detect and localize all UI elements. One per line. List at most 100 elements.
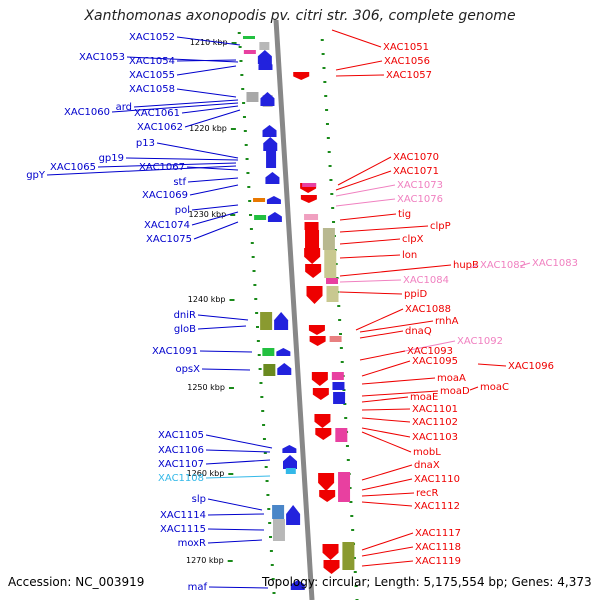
gene-arrow-forward bbox=[267, 212, 282, 222]
right-dot-column bbox=[320, 39, 359, 600]
scale-dot bbox=[249, 214, 253, 216]
gene-label: XAC1114 bbox=[160, 510, 206, 521]
label-leader-line bbox=[335, 184, 396, 197]
scale-label: 1250 kbp bbox=[187, 383, 225, 392]
gene-arrow-forward bbox=[282, 445, 297, 453]
gene-label: maf bbox=[188, 582, 208, 593]
gene-arrow-reverse bbox=[318, 473, 335, 491]
gene-block bbox=[304, 214, 319, 220]
gene-label: XAC1107 bbox=[158, 459, 204, 470]
gene-label: XAC1108 bbox=[158, 473, 204, 484]
gene-arrow-reverse bbox=[308, 325, 325, 335]
gene-label: ard bbox=[116, 102, 132, 113]
label-leader-line bbox=[176, 36, 241, 46]
label-leader-line bbox=[361, 360, 411, 377]
label-leader-line bbox=[359, 330, 404, 339]
scale-dot bbox=[256, 340, 260, 342]
label-leader-line bbox=[186, 166, 239, 171]
gene-block bbox=[331, 372, 344, 380]
label-leader-line bbox=[337, 156, 392, 186]
gene-label: XAC1091 bbox=[152, 346, 198, 357]
scale-dot bbox=[238, 46, 242, 48]
gene-block bbox=[259, 42, 270, 50]
gene-label: stf bbox=[173, 177, 186, 188]
scale-tick bbox=[227, 560, 233, 562]
scale-dot bbox=[243, 130, 247, 132]
label-leader-line bbox=[189, 184, 239, 196]
gene-arrow-forward bbox=[276, 348, 291, 356]
scale-dot bbox=[344, 417, 348, 419]
scale-dot bbox=[250, 242, 254, 244]
scale-dot bbox=[320, 39, 324, 41]
gene-arrow-reverse bbox=[300, 195, 317, 203]
gene-label: XAC1103 bbox=[412, 432, 458, 443]
scale-dot bbox=[247, 186, 251, 188]
scale-dot bbox=[331, 207, 335, 209]
scale-dot bbox=[350, 515, 354, 517]
label-leader-line bbox=[361, 478, 413, 491]
gene-block bbox=[266, 150, 277, 168]
scale-label: 1240 kbp bbox=[188, 295, 226, 304]
gene-block bbox=[243, 50, 256, 54]
scale-dot bbox=[260, 396, 264, 398]
gene-label: XAC1084 bbox=[403, 275, 449, 286]
label-leader-line bbox=[176, 88, 237, 98]
label-leader-line bbox=[193, 221, 239, 240]
left-dot-column bbox=[237, 32, 276, 594]
scale-dot bbox=[349, 501, 353, 503]
scale-dot bbox=[264, 466, 268, 468]
label-leader-line bbox=[339, 213, 397, 221]
label-leader-line bbox=[205, 475, 271, 479]
gene-arrow-forward bbox=[257, 50, 272, 64]
scale-dot bbox=[269, 536, 273, 538]
gene-label: tig bbox=[398, 209, 411, 220]
gene-label: XAC1058 bbox=[129, 84, 175, 95]
gene-label: XAC1092 bbox=[457, 336, 503, 347]
gene-label: XAC1069 bbox=[142, 190, 188, 201]
label-leader-line bbox=[361, 501, 413, 507]
gene-label: XAC1060 bbox=[64, 107, 110, 118]
gene-arrow-forward bbox=[262, 125, 277, 137]
gene-block bbox=[304, 222, 319, 230]
gene-arrow-reverse bbox=[319, 490, 336, 502]
gene-label: XAC1115 bbox=[160, 524, 206, 535]
scale-dot bbox=[329, 179, 333, 181]
scale-label: 1270 kbp bbox=[186, 556, 224, 565]
scale-dot bbox=[337, 305, 341, 307]
label-leader-line bbox=[207, 513, 265, 516]
scale-dot bbox=[338, 319, 342, 321]
label-leader-line bbox=[205, 459, 271, 465]
label-leader-line bbox=[97, 162, 237, 168]
scale-dot bbox=[325, 109, 329, 111]
gene-arrow-forward bbox=[290, 580, 305, 590]
gene-label: XAC1110 bbox=[414, 474, 460, 485]
topology-text: Topology: circular; Length: 5,175,554 bp… bbox=[262, 575, 592, 589]
gene-label: XAC1118 bbox=[415, 542, 461, 553]
scale-dot bbox=[354, 585, 358, 587]
gene-label: ppiD bbox=[404, 289, 427, 300]
scale-dot bbox=[340, 361, 344, 363]
gene-label: dnaX bbox=[414, 460, 440, 471]
gene-label: recR bbox=[416, 488, 439, 499]
label-leader-line bbox=[176, 59, 237, 62]
label-leader-line bbox=[361, 532, 414, 551]
label-leader-line bbox=[361, 431, 412, 453]
scale-dot bbox=[325, 123, 329, 125]
label-leader-line bbox=[156, 142, 239, 159]
gene-arrow-reverse bbox=[323, 560, 340, 574]
label-leader-line bbox=[469, 386, 479, 391]
scale-dot bbox=[351, 529, 355, 531]
label-leader-line bbox=[133, 99, 239, 108]
scale-dot bbox=[245, 158, 249, 160]
gene-label: XAC1117 bbox=[415, 528, 461, 539]
gene-label: XAC1065 bbox=[50, 162, 96, 173]
label-leader-line bbox=[111, 102, 239, 113]
gene-arrow-reverse bbox=[322, 544, 339, 560]
label-leader-line bbox=[191, 204, 239, 211]
gene-block bbox=[342, 542, 355, 570]
gene-label: lon bbox=[402, 250, 417, 261]
label-leader-line bbox=[125, 157, 239, 161]
scale-dot bbox=[251, 256, 255, 258]
label-leader-line bbox=[335, 198, 396, 207]
scale-dot bbox=[246, 172, 250, 174]
